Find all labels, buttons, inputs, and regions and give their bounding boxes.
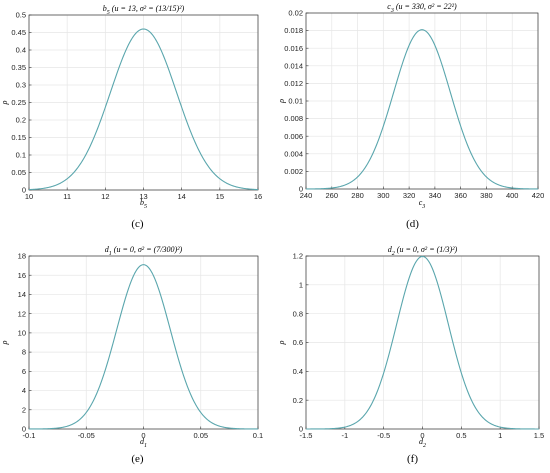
y-tick-label: 0.006 <box>284 132 303 141</box>
chart-svg-f: -1.5 -1 -0.5 0 0.5 1 1.5 0 0.2 0.4 0.6 0.8 1 1.2 d2 (u… <box>277 245 544 449</box>
x-tick-label: 320 <box>403 191 416 200</box>
chart-svg-c: 10 11 12 13 14 15 16 0 0.05 0.1 0.15 0.2 0.25 0.3 0.35… <box>0 4 262 210</box>
x-tick-label: 240 <box>300 191 313 200</box>
y-tick-label: 0.05 <box>11 168 26 177</box>
x-axis-label: d2 <box>419 437 426 449</box>
x-tick-label: -0.05 <box>78 431 95 440</box>
x-tick-label: 420 <box>532 191 545 200</box>
x-tick-label: 0.5 <box>456 431 466 440</box>
density-curve <box>306 255 539 430</box>
x-axis-label: c3 <box>419 198 426 210</box>
y-tick-label: 2 <box>22 405 26 414</box>
y-tick-label: 0.15 <box>11 133 26 142</box>
y-tick-label: 18 <box>18 252 26 261</box>
y-tick-label: 0.004 <box>284 149 303 158</box>
chart-title: c3 (u = 330, σ² = 22²) <box>387 2 457 14</box>
y-tick-label: 0 <box>22 186 26 195</box>
y-tick-label: 0.4 <box>293 367 303 376</box>
x-tick-label: 12 <box>101 192 109 201</box>
y-tick-label: 0.008 <box>284 114 303 123</box>
chart-title: d2 (u = 0, σ² = (1/3)²) <box>388 245 458 257</box>
chart-caption-f: (f) <box>407 453 418 465</box>
y-tick-label: 0.5 <box>16 11 26 20</box>
y-tick-label: 0.2 <box>293 396 303 405</box>
x-tick-label: 1 <box>498 431 502 440</box>
x-tick-label: -0.5 <box>377 431 390 440</box>
x-tick-label: 16 <box>254 192 262 201</box>
y-axis-label: ρ <box>0 100 9 105</box>
y-tick-label: 0.2 <box>16 116 26 125</box>
y-tick-label: 0.012 <box>284 79 303 88</box>
axes-frame <box>28 255 259 430</box>
x-tick-label: 300 <box>377 191 390 200</box>
y-tick-label: 0.002 <box>284 167 303 176</box>
x-tick-label: 1.5 <box>534 431 544 440</box>
axes-frame <box>28 14 259 191</box>
y-tick-label: 12 <box>18 309 26 318</box>
y-tick-label: 0.45 <box>11 28 26 37</box>
chart-svg-d: 240 260 280 300 320 340 360 380 400 420 0 0.002 0.00… <box>277 2 545 210</box>
axes-frame <box>305 12 539 190</box>
chart-panel-d: 240 260 280 300 320 340 360 380 400 420 0 0.002 0.00… <box>275 0 550 236</box>
density-curve <box>28 28 259 191</box>
y-axis-label: ρ <box>277 340 286 345</box>
y-tick-label: 0.01 <box>288 97 303 106</box>
y-tick-label: 0.3 <box>16 81 26 90</box>
y-tick-label: 0.8 <box>293 309 303 318</box>
x-tick-label: -0.1 <box>23 431 36 440</box>
y-tick-label: 6 <box>22 367 26 376</box>
x-tick-label: 10 <box>25 192 33 201</box>
y-tick-label: 0.35 <box>11 63 26 72</box>
y-tick-label: 0.02 <box>288 9 303 18</box>
x-tick-label: 260 <box>326 191 339 200</box>
chart-caption-c: (c) <box>131 218 144 230</box>
x-tick-label: 0 <box>141 431 145 440</box>
y-tick-label: 0.1 <box>16 151 26 160</box>
y-tick-label: 4 <box>22 386 26 395</box>
chart-title: b5 (u = 13, σ² = (13/15)²) <box>103 4 185 16</box>
y-tick-label: 1 <box>299 280 303 289</box>
x-tick-label: 0.05 <box>193 431 208 440</box>
x-tick-label: 280 <box>351 191 364 200</box>
chart-title: d1 (u = 0, σ² = (7/300)²) <box>105 245 183 257</box>
y-tick-label: 8 <box>22 348 26 357</box>
y-axis-label: ρ <box>277 99 286 104</box>
x-tick-label: -1.5 <box>300 431 313 440</box>
chart-panel-f: -1.5 -1 -0.5 0 0.5 1 1.5 0 0.2 0.4 0.6 0.8 1 1.2 d2 (u… <box>275 240 550 473</box>
y-tick-label: 16 <box>18 271 26 280</box>
chart-panel-c: 10 11 12 13 14 15 16 0 0.05 0.1 0.15 0.2 0.25 0.3 0.35… <box>0 0 275 236</box>
y-tick-label: 10 <box>18 328 26 337</box>
x-tick-label: 15 <box>216 192 224 201</box>
x-tick-label: 360 <box>454 191 467 200</box>
x-tick-label: 0.1 <box>253 431 263 440</box>
y-tick-label: 0 <box>299 425 303 434</box>
chart-caption-d: (d) <box>406 218 419 230</box>
density-curve <box>29 264 258 430</box>
y-tick-label: 0.25 <box>11 98 26 107</box>
y-tick-label: 0.016 <box>284 44 303 53</box>
y-tick-label: 1.2 <box>293 252 303 261</box>
x-axis-label: d1 <box>140 437 147 449</box>
y-tick-label: 0 <box>22 425 26 434</box>
y-tick-label: 0.018 <box>284 26 303 35</box>
x-tick-label: 380 <box>480 191 493 200</box>
x-tick-label: 340 <box>429 191 442 200</box>
density-curve <box>306 29 538 190</box>
y-tick-label: 0.4 <box>16 46 26 55</box>
y-tick-label: 0 <box>299 185 303 194</box>
chart-svg-e: -0.1 -0.05 0 0.05 0.1 0 2 4 6 8 10 12 14 16 18 d1 (u = … <box>0 245 263 449</box>
x-tick-label: 11 <box>63 192 71 201</box>
x-axis-label: b5 <box>140 198 147 210</box>
y-tick-label: 14 <box>18 290 26 299</box>
chart-caption-e: (e) <box>131 453 144 465</box>
x-tick-label: 0 <box>420 431 424 440</box>
x-tick-label: 400 <box>506 191 519 200</box>
y-axis-label: ρ <box>0 340 9 345</box>
chart-panel-e: -0.1 -0.05 0 0.05 0.1 0 2 4 6 8 10 12 14 16 18 d1 (u = … <box>0 240 275 473</box>
x-tick-label: -1 <box>341 431 348 440</box>
y-tick-label: 0.014 <box>284 61 303 70</box>
x-tick-label: 13 <box>139 192 147 201</box>
x-tick-label: 14 <box>177 192 185 201</box>
y-tick-label: 0.6 <box>293 338 303 347</box>
